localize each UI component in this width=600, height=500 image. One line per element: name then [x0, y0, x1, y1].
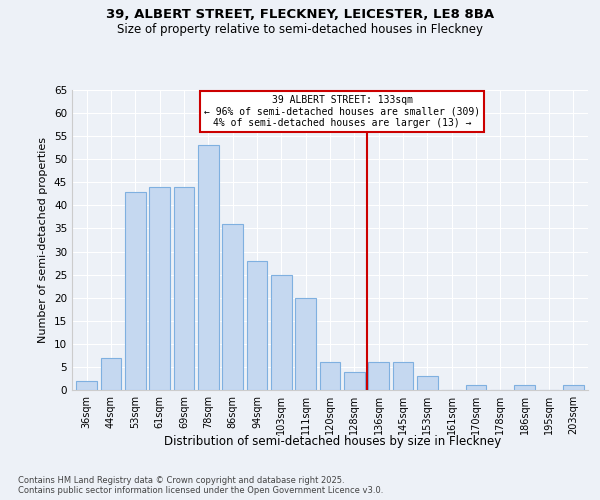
Text: 39 ALBERT STREET: 133sqm
← 96% of semi-detached houses are smaller (309)
4% of s: 39 ALBERT STREET: 133sqm ← 96% of semi-d…: [204, 94, 480, 128]
Bar: [125, 192, 146, 390]
Bar: [295, 298, 316, 390]
Text: Contains HM Land Registry data © Crown copyright and database right 2025.
Contai: Contains HM Land Registry data © Crown c…: [18, 476, 383, 495]
Bar: [344, 372, 365, 390]
Bar: [76, 381, 97, 390]
Bar: [320, 362, 340, 390]
Bar: [271, 274, 292, 390]
Bar: [563, 386, 584, 390]
Text: Distribution of semi-detached houses by size in Fleckney: Distribution of semi-detached houses by …: [164, 435, 502, 448]
Bar: [198, 146, 218, 390]
Text: 39, ALBERT STREET, FLECKNEY, LEICESTER, LE8 8BA: 39, ALBERT STREET, FLECKNEY, LEICESTER, …: [106, 8, 494, 20]
Bar: [514, 386, 535, 390]
Bar: [368, 362, 389, 390]
Bar: [222, 224, 243, 390]
Y-axis label: Number of semi-detached properties: Number of semi-detached properties: [38, 137, 49, 343]
Bar: [247, 261, 268, 390]
Text: Size of property relative to semi-detached houses in Fleckney: Size of property relative to semi-detach…: [117, 22, 483, 36]
Bar: [392, 362, 413, 390]
Bar: [101, 358, 121, 390]
Bar: [149, 187, 170, 390]
Bar: [466, 386, 487, 390]
Bar: [417, 376, 438, 390]
Bar: [173, 187, 194, 390]
